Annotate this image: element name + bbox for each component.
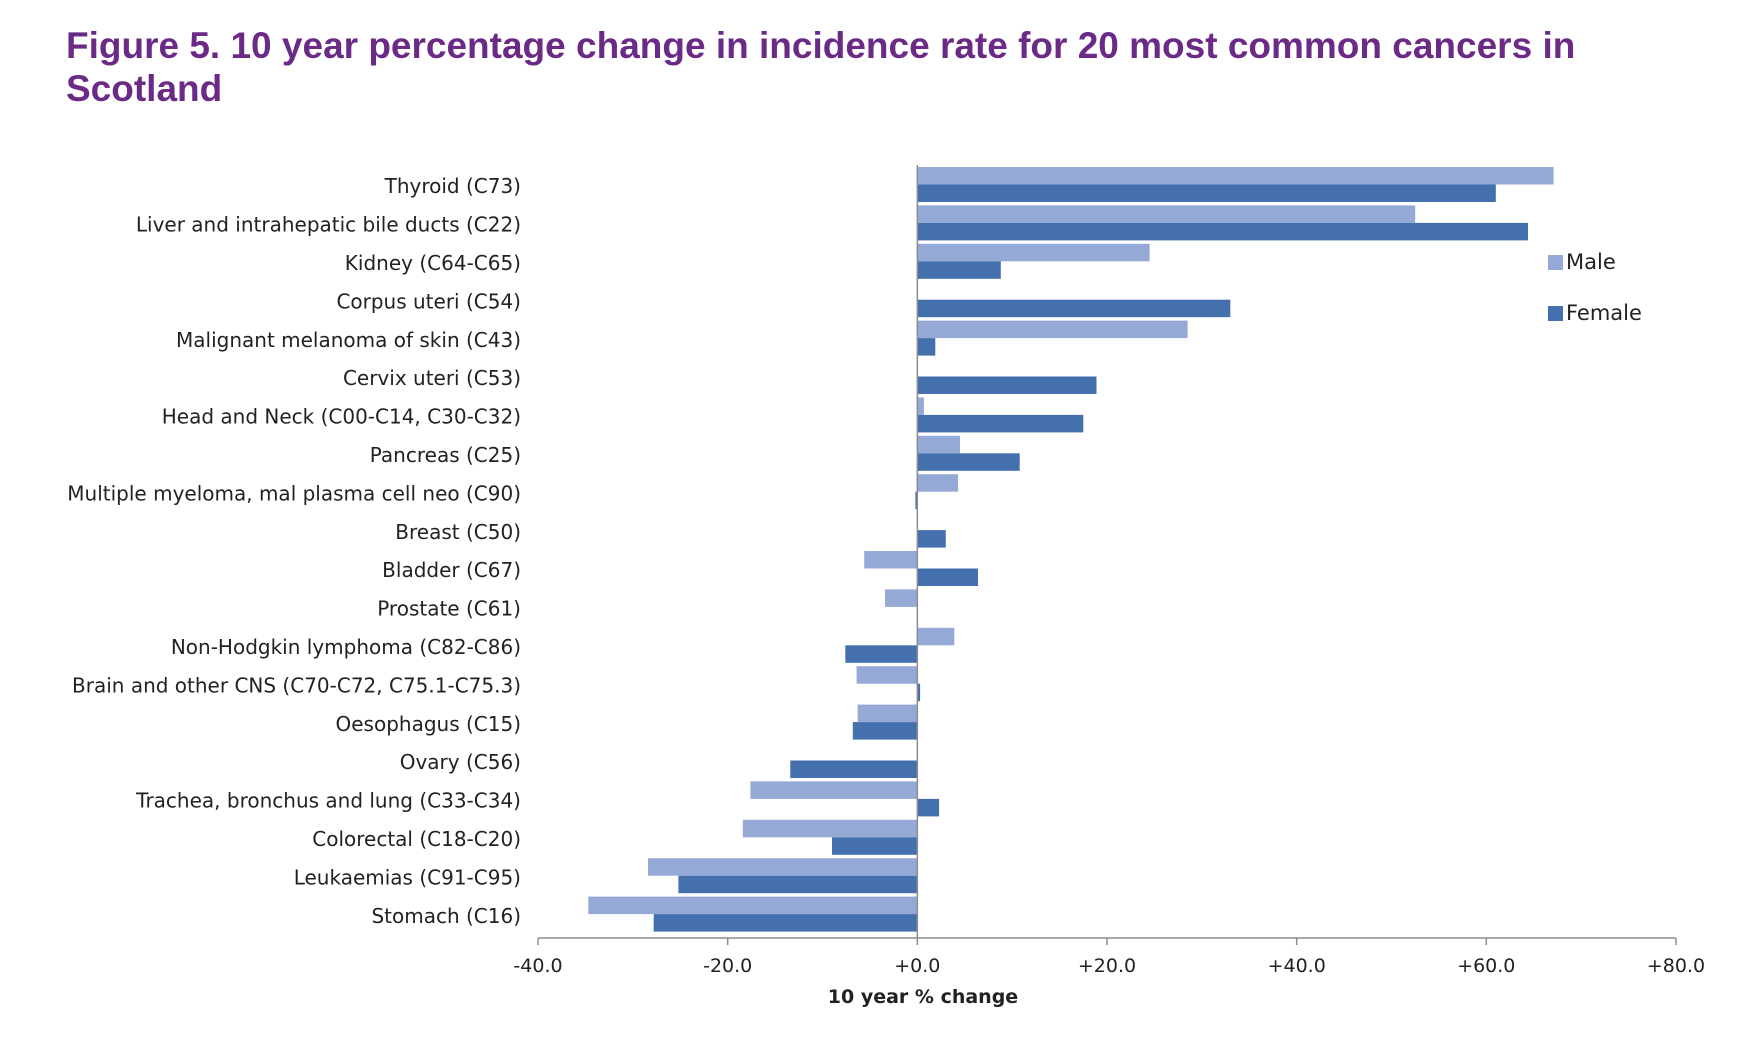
category-label: Kidney (C64-C65) xyxy=(345,251,521,275)
bar-female-2 xyxy=(917,261,1001,279)
bar-male-0 xyxy=(917,167,1554,185)
x-tick-label: +60.0 xyxy=(1457,955,1515,977)
bar-female-14 xyxy=(852,722,918,740)
x-tick-label: -20.0 xyxy=(703,955,752,977)
bar-female-1 xyxy=(917,222,1528,241)
category-label: Thyroid (C73) xyxy=(384,174,521,198)
bar-female-5 xyxy=(917,376,1097,394)
bar-male-19 xyxy=(588,896,918,915)
legend-label-male: Male xyxy=(1566,250,1616,274)
bar-male-17 xyxy=(742,819,918,838)
x-tick-label: +20.0 xyxy=(1078,955,1136,977)
bar-female-8 xyxy=(915,491,918,510)
bar-female-3 xyxy=(917,299,1231,318)
category-label: Stomach (C16) xyxy=(371,904,521,928)
bar-female-0 xyxy=(917,184,1496,202)
bar-female-16 xyxy=(917,798,940,817)
category-label: Prostate (C61) xyxy=(377,597,521,621)
category-label: Trachea, bronchus and lung (C33-C34) xyxy=(135,789,521,813)
bar-male-4 xyxy=(917,320,1188,339)
bar-male-18 xyxy=(648,858,918,876)
bar-female-15 xyxy=(790,760,918,778)
bar-female-19 xyxy=(653,914,918,932)
bar-male-6 xyxy=(917,397,924,415)
category-label: Multiple myeloma, mal plasma cell neo (C… xyxy=(67,481,521,505)
bar-female-13 xyxy=(917,683,921,702)
bar-female-10 xyxy=(917,568,978,586)
legend-swatch-female xyxy=(1548,306,1563,321)
x-tick-label: +0.0 xyxy=(894,955,940,977)
bar-female-9 xyxy=(917,530,946,548)
category-label: Breast (C50) xyxy=(395,520,521,544)
tick-labels: -40.0 -20.0 +0.0 +20.0 +40.0 +60.0 +80.0 xyxy=(513,955,1705,977)
bar-female-17 xyxy=(832,837,918,855)
legend-label-female: Female xyxy=(1566,301,1642,325)
category-labels: Thyroid (C73) Liver and intrahepatic bile… xyxy=(67,174,521,928)
category-label: Corpus uteri (C54) xyxy=(336,289,521,313)
bar-female-12 xyxy=(845,645,918,663)
bar-male-7 xyxy=(917,435,960,454)
category-label: Bladder (C67) xyxy=(382,558,521,582)
x-tick-label: +40.0 xyxy=(1268,955,1326,977)
bar-female-7 xyxy=(917,453,1020,471)
axes-layer xyxy=(537,165,1677,945)
category-label: Leukaemias (C91-C95) xyxy=(294,865,521,889)
bar-male-16 xyxy=(750,781,918,799)
bar-female-4 xyxy=(917,338,936,356)
category-label: Non-Hodgkin lymphoma (C82-C86) xyxy=(171,635,521,659)
bar-male-11 xyxy=(885,589,918,607)
bars-layer xyxy=(588,167,1554,932)
category-label: Head and Neck (C00-C14, C30-C32) xyxy=(162,405,521,429)
bar-female-6 xyxy=(917,414,1084,433)
legend: Male Female xyxy=(1548,250,1642,325)
category-label: Liver and intrahepatic bile ducts (C22) xyxy=(136,213,521,237)
bar-male-1 xyxy=(917,205,1416,223)
category-label: Cervix uteri (C53) xyxy=(343,366,521,390)
x-tick-label: -40.0 xyxy=(513,955,562,977)
x-tick-label: +80.0 xyxy=(1647,955,1705,977)
bar-male-8 xyxy=(917,474,959,492)
category-label: Malignant melanoma of skin (C43) xyxy=(176,328,521,352)
category-label: Ovary (C56) xyxy=(400,750,521,774)
figure-title: Figure 5. 10 year percentage change in i… xyxy=(66,25,1576,109)
bar-male-12 xyxy=(917,627,955,646)
bar-male-10 xyxy=(864,551,918,569)
category-label: Colorectal (C18-C20) xyxy=(312,827,521,851)
legend-swatch-male xyxy=(1548,255,1563,270)
bar-female-18 xyxy=(678,875,918,894)
bar-male-2 xyxy=(917,243,1150,262)
category-label: Brain and other CNS (C70-C72, C75.1-C75.… xyxy=(72,673,521,697)
bar-male-14 xyxy=(857,704,918,723)
bar-male-13 xyxy=(856,666,918,684)
category-label: Oesophagus (C15) xyxy=(336,712,522,736)
x-axis-title: 10 year % change xyxy=(828,986,1018,1008)
category-label: Pancreas (C25) xyxy=(370,443,521,467)
